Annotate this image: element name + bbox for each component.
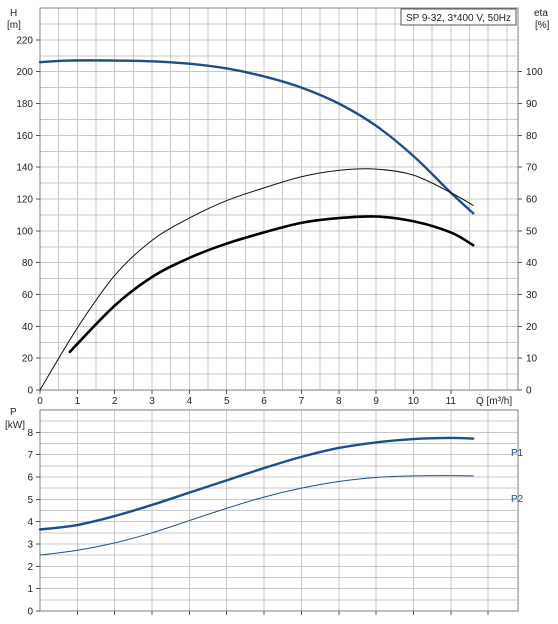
power-axis-tick-label: 3: [27, 540, 33, 551]
y-axis-tick-label: 200: [16, 67, 33, 78]
series-line-head: [38, 59, 475, 215]
y-axis-tick-label: 40: [22, 322, 34, 333]
x-axis-tick-label: 2: [112, 396, 118, 407]
lower-series: [38, 436, 475, 556]
series-line-efficiency-2: [68, 215, 475, 354]
x-axis-tick-label: 1: [75, 396, 81, 407]
power-axis-tick-label: 6: [27, 473, 33, 484]
y2-axis-tick-label: 100: [526, 67, 543, 78]
y-axis-tick-label: 80: [22, 258, 34, 269]
power-axis-tick-label: 5: [27, 495, 33, 506]
y-axis-label: H: [10, 8, 17, 19]
y-axis-tick-label: 60: [22, 290, 34, 301]
y2-axis-tick-label: 80: [526, 131, 538, 142]
y-axis-tick-label: 100: [16, 226, 33, 237]
series-label-p1: P1: [511, 448, 524, 459]
power-axis-tick-label: 1: [27, 584, 33, 595]
x-axis-tick-label: 0: [37, 396, 43, 407]
series-line-p2: [39, 475, 474, 556]
power-axis-tick-label: 2: [27, 562, 33, 573]
power-axis-tick-label: 4: [27, 517, 33, 528]
power-axis-tick-label: 8: [27, 428, 33, 439]
y-axis-tick-label: 0: [27, 386, 33, 397]
power-panel: 0 1 2 3 4 5 6 7 8 P [kW] P1 P2: [5, 407, 524, 618]
title-box: SP 9-32, 3*400 V, 50Hz: [400, 8, 517, 26]
y-axis-tick-label: 180: [16, 99, 33, 110]
y-axis-tick-label: 220: [16, 35, 33, 46]
y-axis-tick-label: 20: [22, 354, 34, 365]
power-axis-label: P: [10, 407, 17, 418]
y2-axis-tick-label: 50: [526, 226, 538, 237]
x-axis-tick-label: 5: [224, 396, 230, 407]
head-efficiency-panel: 0 1 2 3 4 5 6 7 8 9 10 1102040608010012014016018020…: [7, 7, 550, 407]
upper-series: [38, 59, 475, 391]
y2-axis-tick-label: 90: [526, 99, 538, 110]
x-axis-tick-label: 7: [299, 396, 305, 407]
series-line-p1: [38, 436, 475, 531]
power-axis-tick-label: 0: [27, 607, 33, 618]
y2-axis-tick-label: 10: [526, 354, 538, 365]
y-axis-tick-label: 160: [16, 131, 33, 142]
upper-axis-ticks: 0 1 2 3 4 5 6 7 8 9 10 1102040608010012014016018020…: [16, 35, 543, 407]
power-axis-tick-label: 7: [27, 450, 33, 461]
y2-axis-tick-label: 60: [526, 195, 538, 206]
power-axis-unit: [kW]: [5, 420, 25, 431]
lower-axis-ticks: 0 1 2 3 4 5 6 7 8: [27, 428, 489, 618]
series-label-p2: P2: [511, 494, 524, 505]
y2-axis-label: eta: [534, 8, 548, 19]
y2-axis-tick-label: 40: [526, 258, 538, 269]
x-axis-tick-label: 11: [446, 396, 457, 407]
x-axis-label: Q [m³/h]: [476, 396, 512, 407]
lower-grid: [40, 410, 518, 611]
series-line-efficiency: [39, 168, 474, 391]
y-axis-tick-label: 120: [16, 195, 33, 206]
y2-axis-tick-label: 70: [526, 163, 538, 174]
upper-grid: [40, 8, 518, 390]
x-axis-tick-label: 6: [261, 396, 267, 407]
y2-axis-tick-label: 0: [526, 386, 532, 397]
x-axis-tick-label: 4: [187, 396, 193, 407]
lower-plot-frame: [39, 409, 519, 612]
x-axis-tick-label: 3: [149, 396, 155, 407]
x-axis-tick-label: 8: [336, 396, 342, 407]
y2-axis-unit: [%]: [535, 20, 550, 31]
y2-axis-tick-label: 30: [526, 290, 538, 301]
x-axis-tick-label: 9: [373, 396, 379, 407]
y2-axis-tick-label: 20: [526, 322, 538, 333]
y-axis-tick-label: 140: [16, 163, 33, 174]
y-axis-unit: [m]: [7, 20, 21, 31]
chart-title: SP 9-32, 3*400 V, 50Hz: [406, 13, 511, 24]
x-axis-tick-label: 10: [408, 396, 420, 407]
